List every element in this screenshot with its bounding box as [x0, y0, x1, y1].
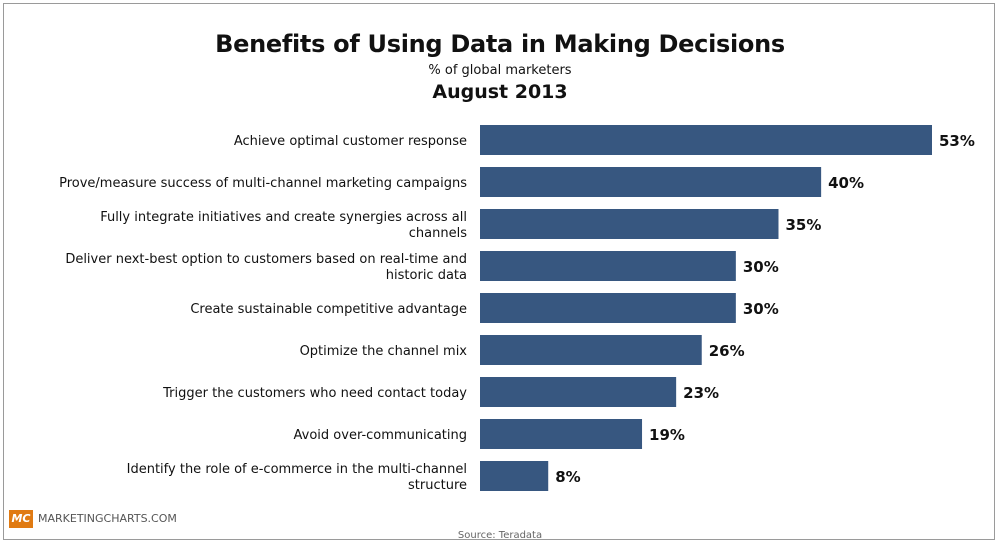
- value-label: 26%: [709, 342, 745, 360]
- brand-name: MARKETINGCHARTS.COM: [38, 512, 177, 525]
- bar: [480, 125, 932, 155]
- bar: [480, 419, 643, 449]
- chart-title: Benefits of Using Data in Making Decisio…: [215, 30, 785, 58]
- marketingcharts-logo: MC: [9, 510, 33, 528]
- bar: [480, 167, 822, 197]
- category-label: Avoid over-communicating: [294, 428, 467, 443]
- value-label: 30%: [743, 300, 779, 318]
- chart-subtitle: % of global marketers: [428, 63, 572, 78]
- bar: [480, 209, 779, 239]
- category-label: Prove/measure success of multi-channel m…: [59, 176, 467, 191]
- bar: [480, 335, 702, 365]
- value-label: 23%: [683, 384, 719, 402]
- value-label: 35%: [785, 216, 821, 234]
- category-label: Optimize the channel mix: [300, 344, 468, 359]
- bar: [480, 377, 677, 407]
- chart-frame: [3, 3, 995, 540]
- category-label: Identify the role of e-commerce in the m…: [127, 462, 467, 493]
- value-label: 19%: [649, 426, 685, 444]
- value-label: 30%: [743, 258, 779, 276]
- category-label: Create sustainable competitive advantage: [190, 302, 467, 317]
- value-label: 40%: [828, 174, 864, 192]
- bar: [480, 461, 549, 491]
- bar: [480, 251, 736, 281]
- bar: [480, 293, 736, 323]
- category-label: Fully integrate initiatives and create s…: [100, 210, 467, 241]
- chart-date: August 2013: [432, 81, 568, 103]
- source-note: Source: Teradata: [457, 530, 543, 541]
- category-label: Deliver next-best option to customers ba…: [65, 252, 467, 283]
- category-label: Achieve optimal customer response: [234, 134, 467, 149]
- value-label: 8%: [555, 468, 580, 486]
- category-label: Trigger the customers who need contact t…: [162, 386, 467, 401]
- value-label: 53%: [939, 132, 975, 150]
